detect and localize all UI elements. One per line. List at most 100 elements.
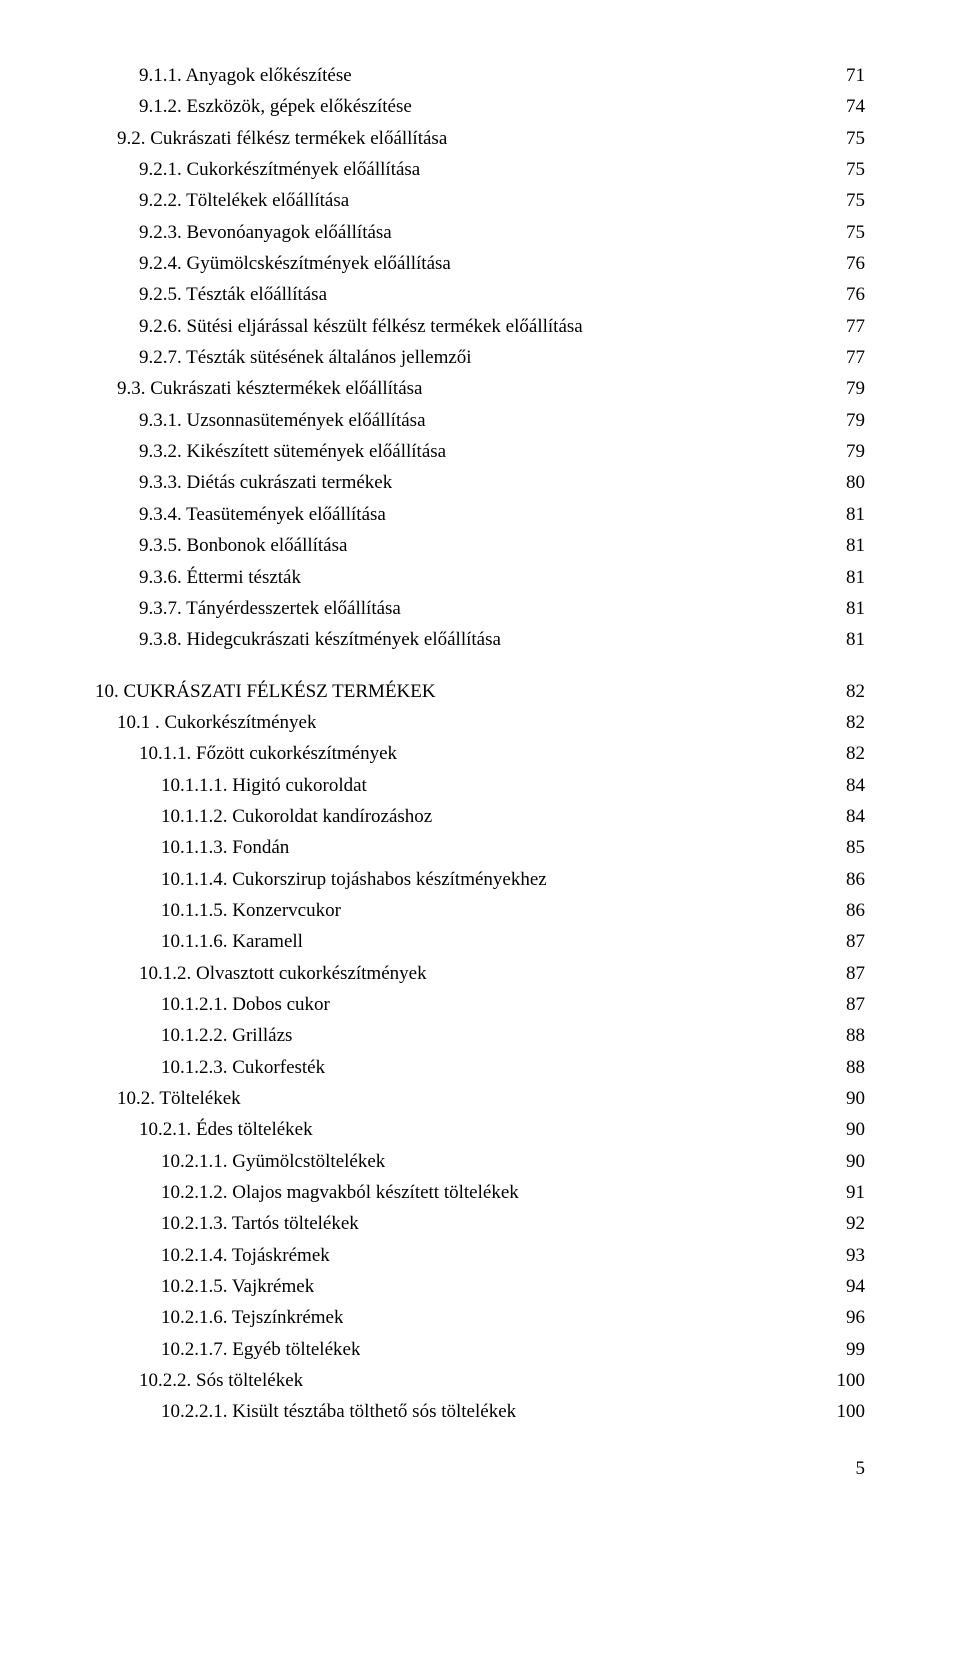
toc-entry-page: 90: [836, 1083, 865, 1114]
toc-entry: 10.1.2.2. Grillázs88: [95, 1020, 865, 1051]
toc-entry-label: 10.1.2.1. Dobos cukor: [161, 989, 330, 1020]
toc-entry-label: 10.1.1.4. Cukorszirup tojáshabos készítm…: [161, 864, 547, 895]
toc-entry-label: 10.2.2. Sós töltelékek: [139, 1365, 303, 1396]
toc-entry: 9.2. Cukrászati félkész termékek előállí…: [95, 123, 865, 154]
toc-entry-label: 9.2.3. Bevonóanyagok előállítása: [139, 217, 392, 248]
toc-entry: 9.3.7. Tányérdesszertek előállítása81: [95, 593, 865, 624]
toc-entry-label: 10.2. Töltelékek: [117, 1083, 241, 1114]
toc-entry-page: 79: [836, 373, 865, 404]
toc-entry-page: 81: [836, 530, 865, 561]
toc-entry-page: 75: [836, 154, 865, 185]
toc-entry: 9.1.2. Eszközök, gépek előkészítése74: [95, 91, 865, 122]
toc-entry-page: 81: [836, 624, 865, 655]
toc-entry-page: 90: [836, 1114, 865, 1145]
toc-entry-label: 10.1.1.2. Cukoroldat kandírozáshoz: [161, 801, 432, 832]
toc-entry-label: 9.2.5. Tészták előállítása: [139, 279, 327, 310]
toc-entry-page: 75: [836, 217, 865, 248]
toc-entry: 10.2.2. Sós töltelékek 100: [95, 1365, 865, 1396]
toc-entry: 10.1.1.4. Cukorszirup tojáshabos készítm…: [95, 864, 865, 895]
section-gap: [95, 656, 865, 676]
toc-entry-page: 93: [836, 1240, 865, 1271]
toc-entry-page: 87: [836, 926, 865, 957]
toc-entry-label: 9.3.8. Hidegcukrászati készítmények előá…: [139, 624, 501, 655]
toc-entry-page: 100: [827, 1396, 866, 1427]
toc-entry-page: 81: [836, 593, 865, 624]
toc-entry: 9.3.3. Diétás cukrászati termékek 80: [95, 467, 865, 498]
toc-entry: 9.2.3. Bevonóanyagok előállítása 75: [95, 217, 865, 248]
toc-entry-label: 10.1.1.3. Fondán: [161, 832, 289, 863]
toc-entry-page: 75: [836, 123, 865, 154]
toc-entry: 10.2.1.7. Egyéb töltelékek 99: [95, 1334, 865, 1365]
toc-entry-label: 10.1.1.5. Konzervcukor: [161, 895, 341, 926]
toc-entry-page: 82: [836, 676, 865, 707]
toc-entry-page: 100: [827, 1365, 866, 1396]
toc-entry: 10.1.1. Főzött cukorkészítmények82: [95, 738, 865, 769]
toc-entry-label: 9.2. Cukrászati félkész termékek előállí…: [117, 123, 447, 154]
toc-entry: 10.1 . Cukorkészítmények 82: [95, 707, 865, 738]
toc-entry: 9.3. Cukrászati késztermékek előállítása…: [95, 373, 865, 404]
toc-entry: 10.1.2.3. Cukorfesték 88: [95, 1052, 865, 1083]
toc-entry-label: 10. CUKRÁSZATI FÉLKÉSZ TERMÉKEK: [95, 676, 436, 707]
toc-entry-label: 9.3.2. Kikészített sütemények előállítás…: [139, 436, 446, 467]
toc-entry-page: 88: [836, 1052, 865, 1083]
toc-entry-label: 10.1.2.3. Cukorfesték: [161, 1052, 325, 1083]
toc-entry: 10.1.1.1. Higitó cukoroldat84: [95, 770, 865, 801]
toc-entry-page: 80: [836, 467, 865, 498]
toc-entry-label: 10.2.1.6. Tejszínkrémek: [161, 1302, 343, 1333]
toc-entry-label: 9.3.3. Diétás cukrászati termékek: [139, 467, 392, 498]
toc-entry-label: 10.2.1.3. Tartós töltelékek: [161, 1208, 359, 1239]
toc-entry: 9.3.4. Teasütemények előállítása 81: [95, 499, 865, 530]
toc-entry-label: 10.1.1. Főzött cukorkészítmények: [139, 738, 397, 769]
toc-entry-label: 10.2.2.1. Kisült tésztába tölthető sós t…: [161, 1396, 516, 1427]
toc-entry: 9.2.7. Tészták sütésének általános jelle…: [95, 342, 865, 373]
toc-entry: 9.3.5. Bonbonok előállítása81: [95, 530, 865, 561]
toc-entry-page: 86: [836, 895, 865, 926]
toc-entry-label: 10.1 . Cukorkészítmények: [117, 707, 316, 738]
toc-entry-label: 10.2.1.7. Egyéb töltelékek: [161, 1334, 360, 1365]
toc-entry-page: 96: [836, 1302, 865, 1333]
toc-entry-label: 10.1.1.6. Karamell: [161, 926, 303, 957]
toc-entry-page: 79: [836, 436, 865, 467]
toc-entry-page: 99: [836, 1334, 865, 1365]
toc-entry-label: 9.2.6. Sütési eljárással készült félkész…: [139, 311, 583, 342]
toc-entry-page: 79: [836, 405, 865, 436]
toc-entry-page: 82: [836, 707, 865, 738]
toc-entry-page: 76: [836, 248, 865, 279]
toc-entry: 10.2.1.2. Olajos magvakból készített töl…: [95, 1177, 865, 1208]
toc-entry: 9.2.1. Cukorkészítmények előállítása75: [95, 154, 865, 185]
page-number: 5: [95, 1458, 865, 1480]
toc-entry: 10.2.1.6. Tejszínkrémek 96: [95, 1302, 865, 1333]
toc-entry-page: 94: [836, 1271, 865, 1302]
toc-entry-page: 75: [836, 185, 865, 216]
toc-entry-page: 92: [836, 1208, 865, 1239]
toc-entry-page: 76: [836, 279, 865, 310]
toc-entry: 10.1.2. Olvasztott cukorkészítmények 87: [95, 958, 865, 989]
toc-entry-label: 10.2.1. Édes töltelékek: [139, 1114, 313, 1145]
toc-entry-label: 9.1.2. Eszközök, gépek előkészítése: [139, 91, 412, 122]
toc-entry: 9.2.2. Töltelékek előállítása 75: [95, 185, 865, 216]
toc-entry: 10.1.1.6. Karamell 87: [95, 926, 865, 957]
toc-entry-page: 91: [836, 1177, 865, 1208]
toc-entry: 10.1.2.1. Dobos cukor87: [95, 989, 865, 1020]
toc-entry-label: 9.1.1. Anyagok előkészítése: [139, 60, 352, 91]
toc-entry-label: 10.1.2.2. Grillázs: [161, 1020, 292, 1051]
toc-entry: 10.1.1.2. Cukoroldat kandírozáshoz84: [95, 801, 865, 832]
toc-entry-page: 87: [836, 958, 865, 989]
toc-entry: 10.2.1.4. Tojáskrémek93: [95, 1240, 865, 1271]
toc-entry-label: 9.3.4. Teasütemények előállítása: [139, 499, 386, 530]
toc-entry-page: 81: [836, 499, 865, 530]
toc-entry: 9.2.6. Sütési eljárással készült félkész…: [95, 311, 865, 342]
toc-entry: 10.2.1.3. Tartós töltelékek 92: [95, 1208, 865, 1239]
toc-entry-label: 9.3.1. Uzsonnasütemények előállítása: [139, 405, 426, 436]
toc-entry: 9.3.6. Éttermi tészták81: [95, 562, 865, 593]
toc-entry: 10. CUKRÁSZATI FÉLKÉSZ TERMÉKEK 82: [95, 676, 865, 707]
toc-entry: 10.2.1.5. Vajkrémek94: [95, 1271, 865, 1302]
toc-entry-page: 77: [836, 342, 865, 373]
toc-entry-label: 10.1.1.1. Higitó cukoroldat: [161, 770, 367, 801]
toc-entry-page: 71: [836, 60, 865, 91]
toc-entry-page: 81: [836, 562, 865, 593]
toc-entry-label: 10.1.2. Olvasztott cukorkészítmények: [139, 958, 427, 989]
toc-entry-label: 9.2.2. Töltelékek előállítása: [139, 185, 349, 216]
toc-entry: 10.1.1.5. Konzervcukor 86: [95, 895, 865, 926]
toc-entry-page: 86: [836, 864, 865, 895]
